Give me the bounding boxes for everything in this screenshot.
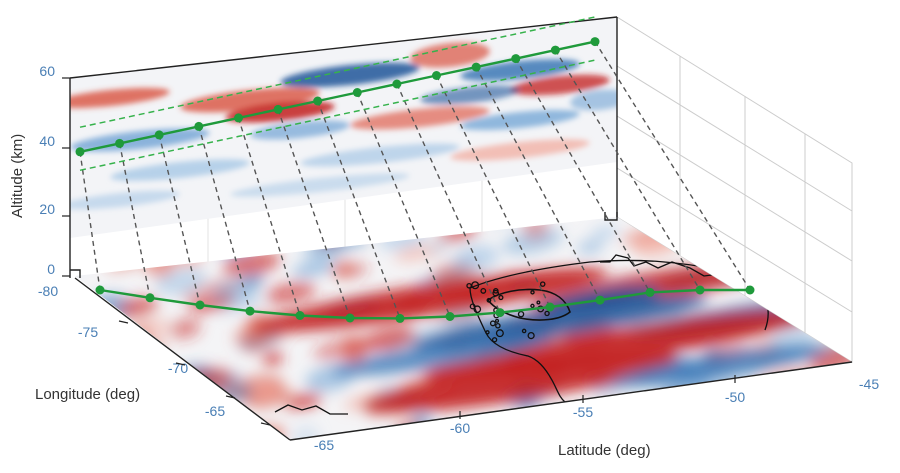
track-altitude-point	[234, 113, 243, 123]
track-ground-point	[145, 293, 155, 303]
drop-line	[277, 109, 351, 319]
track-ground-point	[245, 306, 255, 316]
track-altitude-point	[194, 121, 204, 131]
track-ground-point	[195, 300, 205, 310]
drop-line	[356, 92, 451, 317]
y-tick-label: -80	[38, 283, 58, 299]
y-axis-title: Longitude (deg)	[35, 386, 140, 403]
track-band-upper	[79, 16, 596, 128]
track-ground-point	[95, 285, 105, 295]
track-altitude-point	[590, 37, 600, 47]
axis-ticks: 0 20 40 60 -80 -75 -70 -65 -60 -55 -50 -45 -65	[38, 63, 879, 453]
drop-lines	[79, 41, 751, 319]
track-altitude-point	[392, 79, 402, 89]
track-altitude-point	[432, 71, 441, 80]
drop-line	[317, 100, 401, 319]
track-altitude-point	[313, 96, 323, 106]
x-axis-title: Latitude (deg)	[558, 442, 651, 459]
track-altitude-point	[352, 88, 362, 97]
drop-line	[158, 134, 201, 306]
drop-line	[554, 49, 701, 291]
z-tick-label: 60	[39, 63, 55, 79]
drop-line	[594, 41, 751, 291]
track-ground-point	[545, 302, 555, 312]
track-ground-line	[99, 288, 750, 320]
y-tick-label: -75	[78, 324, 98, 340]
track-ground-point	[345, 313, 355, 323]
x-tick-label: -55	[573, 404, 593, 420]
track-ground-point	[595, 295, 605, 305]
track-ground-point	[695, 285, 705, 295]
y-tick-label: -70	[168, 360, 188, 376]
track-altitude-point	[115, 138, 125, 148]
y-tick-label: -65	[205, 403, 225, 419]
track-ground-point	[445, 312, 455, 321]
track-altitude-point	[154, 130, 164, 140]
track-altitude-point	[550, 45, 560, 55]
track-altitude-point	[273, 104, 283, 114]
track-ground-point	[395, 313, 405, 323]
drop-line	[475, 66, 601, 301]
x-tick-label: -45	[859, 376, 879, 392]
drop-line	[198, 126, 251, 312]
y-tick-mark	[118, 320, 129, 324]
track-altitude-line	[79, 40, 596, 153]
z-tick-label: 0	[47, 261, 55, 277]
track-altitude-point	[511, 54, 521, 64]
drop-line	[237, 117, 301, 316]
track-ground-point	[745, 285, 755, 295]
track-band-lower	[79, 59, 596, 172]
y-tick-mark	[175, 362, 186, 366]
track-altitude-point	[75, 147, 85, 157]
track-ground-point	[295, 311, 305, 320]
z-axis-title: Altitude (km)	[9, 134, 26, 218]
z-tick-label: 40	[39, 133, 55, 149]
track-ground-point	[495, 308, 505, 318]
y-tick-mark	[260, 422, 271, 426]
y-tick-mark	[225, 395, 236, 399]
box-frame	[69, 16, 853, 441]
drop-line	[435, 75, 551, 308]
drop-line	[396, 83, 501, 313]
x-tick-label: -60	[450, 420, 470, 436]
x-tick-label-corner: -65	[314, 437, 334, 453]
x-tick-label: -50	[725, 389, 745, 405]
satellite-track	[75, 37, 755, 323]
track-ground-point	[645, 287, 655, 297]
z-tick-label: 20	[39, 201, 55, 217]
track-band	[79, 16, 596, 172]
track-altitude-point	[471, 62, 481, 72]
vertical-curtain	[70, 17, 617, 238]
